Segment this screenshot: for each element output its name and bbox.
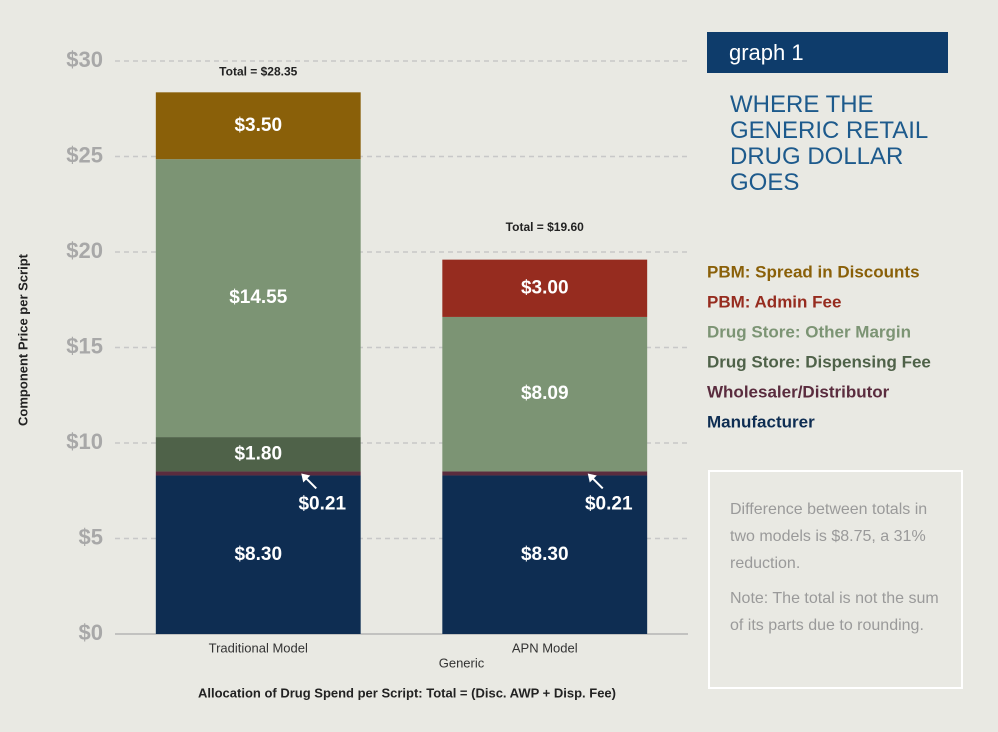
graph-tag: graph 1 (707, 32, 948, 73)
callout-arrowhead (587, 473, 597, 483)
y-tick-label: $20 (66, 238, 103, 263)
data-label: $0.21 (585, 493, 633, 514)
bar-segment (442, 316, 648, 472)
note: Difference between totals in two models … (730, 501, 928, 572)
x-tick-label: APN Model (512, 640, 578, 655)
y-axis-title: Component Price per Script (15, 253, 30, 426)
bar-segment (155, 471, 361, 476)
chart-title: WHERE THE GENERIC RETAIL DRUG DOLLAR GOE… (730, 91, 928, 196)
bar-segment (155, 475, 361, 634)
data-label: $1.80 (234, 443, 282, 464)
legend-entry: Drug Store: Other Margin (707, 322, 911, 341)
bar-segment (442, 259, 648, 317)
bar-segment (442, 471, 648, 476)
data-label: $8.30 (521, 544, 569, 565)
y-tick-label: $0 (79, 620, 103, 645)
callout-arrowhead (301, 473, 311, 483)
data-label: $8.09 (521, 383, 569, 404)
y-tick-label: $25 (66, 142, 103, 167)
bar-segment (155, 437, 361, 472)
x-axis-title: Allocation of Drug Spend per Script: Tot… (198, 685, 616, 700)
total-annotation: Total = $19.60 (506, 220, 584, 234)
data-label: $3.00 (521, 277, 569, 298)
bar-segment (155, 159, 361, 438)
y-tick-label: $10 (66, 429, 103, 454)
y-tick-label: $30 (66, 47, 103, 72)
note-box: Difference between totals in two models … (708, 470, 963, 689)
total-annotation: Total = $28.35 (219, 65, 297, 79)
data-label: $8.30 (234, 544, 282, 565)
data-label: $0.21 (298, 493, 346, 514)
legend-entry: Manufacturer (707, 412, 815, 431)
y-tick-label: $5 (79, 524, 103, 549)
legend-entry: PBM: Spread in Discounts (707, 262, 920, 281)
y-tick-label: $15 (66, 333, 103, 358)
data-label: $3.50 (234, 115, 282, 136)
data-label: $14.55 (229, 287, 288, 308)
bar-segment (442, 475, 648, 634)
legend-entry: Wholesaler/Distributor (707, 382, 890, 401)
x-tick-label: Traditional Model (209, 640, 308, 655)
x-group-label: Generic (439, 655, 485, 670)
legend-entry: Drug Store: Dispensing Fee (707, 352, 931, 371)
note: Note: The total is not the sum of its pa… (730, 590, 939, 634)
legend-entry: PBM: Admin Fee (707, 292, 841, 311)
bar-segment (155, 92, 361, 160)
